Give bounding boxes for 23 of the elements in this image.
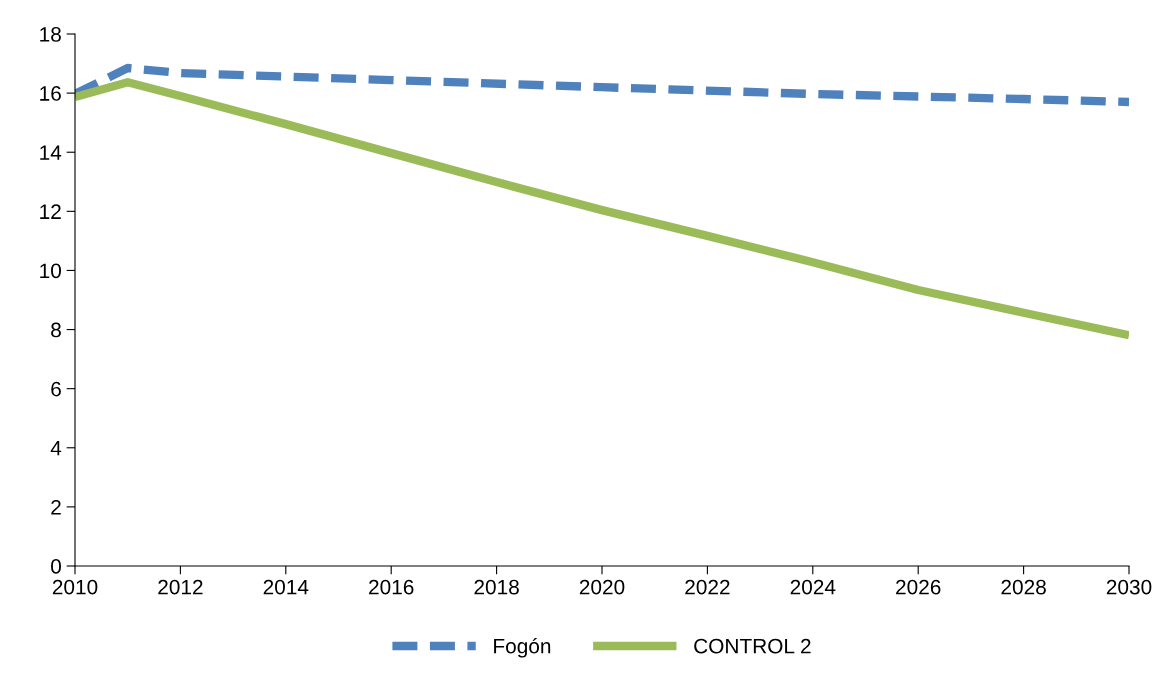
x-tick-label: 2014 xyxy=(263,579,309,595)
x-tick-label: 2028 xyxy=(1001,579,1046,595)
x-tick-label: 2012 xyxy=(158,579,203,595)
x-tick-label: 2020 xyxy=(579,579,625,595)
y-tick-label: 18 xyxy=(40,27,61,42)
x-tick-label: 2010 xyxy=(52,579,98,595)
y-tick-label: 10 xyxy=(40,263,61,279)
y-tick-label: 6 xyxy=(51,381,61,397)
x-tick-label: 2018 xyxy=(474,579,519,595)
x-tick-label: 2026 xyxy=(896,579,941,595)
x-tick-label: 2022 xyxy=(685,579,730,595)
y-tick-label: 16 xyxy=(40,86,61,101)
y-tick-label: 8 xyxy=(51,322,61,338)
legend-label: CONTROL 2 xyxy=(694,638,811,654)
y-tick-label: 2 xyxy=(51,499,61,515)
legend-label: Fogón xyxy=(494,637,551,658)
y-tick-label: 14 xyxy=(40,145,62,160)
x-tick-label: 2016 xyxy=(369,579,414,595)
y-tick-label: 12 xyxy=(40,204,61,219)
x-tick-label: 2030 xyxy=(1106,579,1152,595)
y-tick-label: 4 xyxy=(50,440,62,456)
x-tick-label: 2024 xyxy=(790,579,836,595)
y-tick-label: 0 xyxy=(51,559,61,574)
